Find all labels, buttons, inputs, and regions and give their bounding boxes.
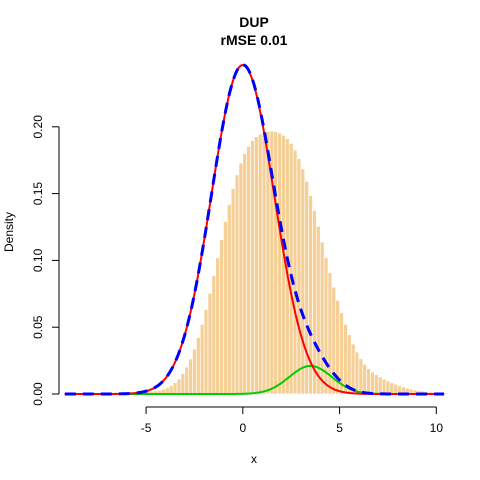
- histogram-bar: [227, 204, 232, 395]
- histogram-bar: [370, 371, 375, 395]
- histogram-bar: [358, 358, 364, 395]
- x-tick-label: 5: [336, 421, 343, 435]
- histogram-bar: [354, 351, 360, 395]
- chart-subtitle: rMSE 0.01: [221, 32, 288, 48]
- histogram-bar: [184, 366, 189, 395]
- chart-title: DUP: [239, 14, 269, 30]
- y-axis-label: Density: [2, 212, 16, 252]
- histogram-bar: [343, 324, 348, 395]
- histogram-bars: [60, 130, 449, 395]
- y-axis: 0.00 0.05 0.10 0.15 0.20: [31, 115, 60, 406]
- histogram-bar: [339, 312, 344, 395]
- histogram-bar: [180, 373, 186, 395]
- histogram-bar: [250, 140, 255, 395]
- histogram-bar: [300, 168, 306, 395]
- x-tick-label: 0: [239, 421, 246, 435]
- histogram-bar: [172, 382, 178, 395]
- histogram-bar: [238, 162, 244, 395]
- histogram-bar: [273, 131, 278, 395]
- histogram-bar: [374, 374, 379, 395]
- histogram-bar: [381, 378, 387, 395]
- histogram-bar: [207, 292, 213, 395]
- x-axis-label: x: [251, 452, 257, 466]
- histogram-bar: [350, 343, 356, 395]
- histogram-bar: [196, 337, 201, 395]
- histogram-bar: [277, 132, 282, 395]
- x-tick-label: 10: [430, 421, 444, 435]
- histogram-bar: [389, 382, 395, 395]
- y-tick-label: 0.05: [31, 315, 45, 339]
- x-tick-label: -5: [141, 421, 152, 435]
- histogram-bar: [219, 239, 224, 395]
- histogram-bar: [443, 392, 449, 395]
- histogram-bar: [188, 358, 193, 395]
- y-tick-label: 0.10: [31, 248, 45, 272]
- histogram-bar: [199, 324, 205, 395]
- histogram-bar: [254, 136, 259, 395]
- histogram-bar: [296, 158, 302, 395]
- histogram-bar: [385, 380, 391, 395]
- histogram-bar: [211, 275, 217, 395]
- density-curve-mixture: [64, 63, 445, 396]
- histogram-bar: [393, 384, 398, 395]
- density-curves: [64, 63, 445, 396]
- histogram-bar: [265, 131, 271, 395]
- histogram-bar: [215, 257, 220, 395]
- histogram-bar: [246, 146, 251, 395]
- histogram-bar: [377, 376, 383, 395]
- histogram-bar: [242, 153, 247, 395]
- x-axis: -5 0 5 10: [141, 406, 444, 435]
- y-tick-label: 0.20: [31, 115, 45, 139]
- histogram-bar: [258, 133, 263, 395]
- histogram-bar: [292, 149, 298, 395]
- y-tick-label: 0.15: [31, 182, 45, 206]
- histogram-bar: [169, 385, 174, 395]
- histogram-bar: [230, 188, 236, 395]
- histogram-bar: [304, 181, 309, 395]
- histogram-bar: [288, 143, 294, 395]
- histogram-bar: [192, 348, 197, 395]
- histogram-bar: [223, 221, 228, 395]
- histogram-bar: [203, 309, 209, 395]
- histogram-bar: [362, 364, 367, 395]
- histogram-bar: [366, 368, 371, 395]
- histogram-bar: [234, 174, 240, 395]
- y-tick-label: 0.00: [31, 382, 45, 406]
- histogram-bar: [176, 378, 182, 395]
- histogram-bar: [261, 131, 267, 395]
